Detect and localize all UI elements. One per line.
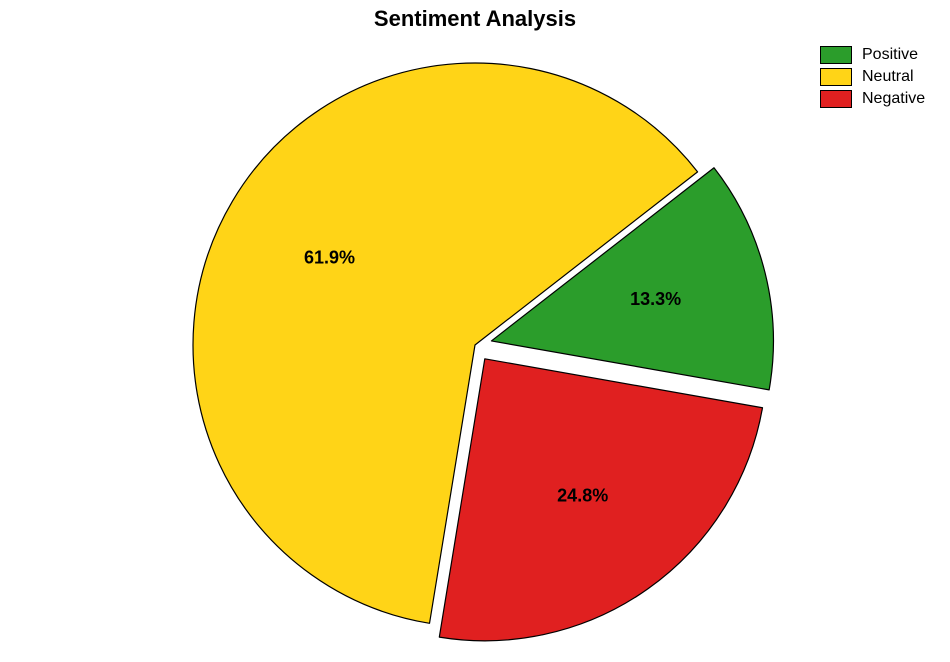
legend-item-neutral: Neutral — [820, 68, 925, 86]
legend: Positive Neutral Negative — [820, 46, 925, 112]
legend-label-neutral: Neutral — [862, 68, 914, 86]
legend-item-positive: Positive — [820, 46, 925, 64]
pie-slices — [193, 63, 773, 641]
legend-swatch-neutral — [820, 68, 852, 86]
legend-label-positive: Positive — [862, 46, 918, 64]
chart-container: Sentiment Analysis 13.3%61.9%24.8% Posit… — [0, 0, 950, 662]
pie-chart: 13.3% 61.9% 24.8% — [0, 0, 950, 662]
slice-label-neutral: 61.9% — [304, 247, 355, 267]
legend-label-negative: Negative — [862, 90, 925, 108]
slice-label-positive: 13.3% — [630, 289, 681, 309]
legend-swatch-negative — [820, 90, 852, 108]
legend-item-negative: Negative — [820, 90, 925, 108]
slice-label-negative: 24.8% — [557, 486, 608, 506]
legend-swatch-positive — [820, 46, 852, 64]
